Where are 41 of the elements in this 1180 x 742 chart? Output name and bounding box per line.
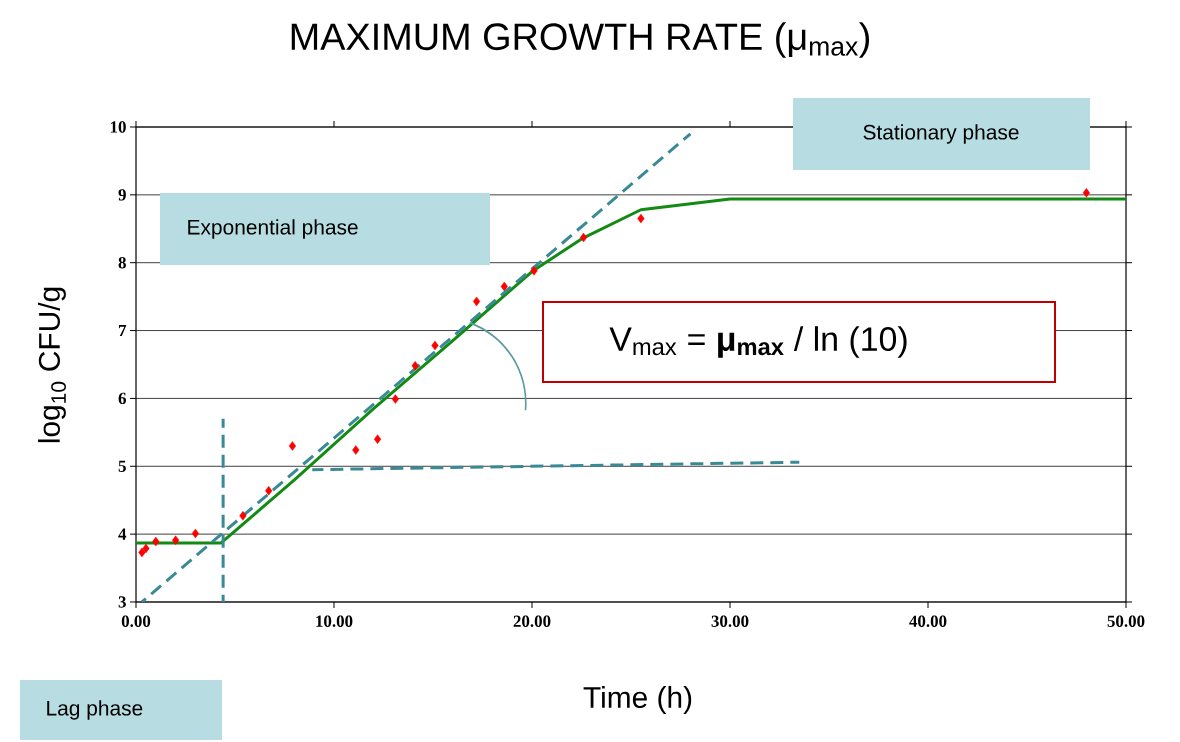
point <box>637 213 645 224</box>
annotation: Exponential phase <box>188 219 358 239</box>
y-tick-label: 4 <box>118 528 127 540</box>
x-tick-label: 10.00 <box>316 615 353 627</box>
x-tick-label: 50.00 <box>1107 615 1145 627</box>
y-tick-label: 9 <box>118 189 126 201</box>
point <box>265 486 273 496</box>
point <box>500 281 508 292</box>
point <box>391 394 399 404</box>
annotation: Stationary phase <box>863 124 1019 144</box>
y-tick-label: 5 <box>118 460 126 472</box>
line-series <box>136 197 1127 545</box>
x-tick-label: 30.00 <box>711 615 749 627</box>
point <box>172 535 180 545</box>
point <box>191 528 199 539</box>
point <box>373 434 382 444</box>
point <box>530 266 538 276</box>
x-axis-title: Time (h) <box>583 686 692 714</box>
x-tick-label: 0.00 <box>121 615 151 627</box>
y-tick-label: 7 <box>118 325 127 337</box>
point <box>431 340 439 351</box>
point <box>288 441 296 451</box>
x-tick-label: 40.00 <box>909 615 947 627</box>
point <box>411 361 419 371</box>
y-axis-title: log$_{10}$ CFU/g <box>38 287 66 443</box>
point <box>472 296 481 307</box>
point <box>352 445 360 455</box>
text: V$_{max}$ = μ$_{max}$ / ln (10) <box>609 326 907 358</box>
point <box>152 536 160 547</box>
chart-title: MAXIMUM GROWTH RATE (μ$_{max}$) <box>291 22 870 58</box>
point <box>142 543 150 554</box>
point <box>239 511 247 521</box>
text: Lag phase <box>47 700 143 720</box>
y-tick-label: 6 <box>118 392 126 405</box>
point <box>138 547 146 558</box>
y-tick-label: 10 <box>110 121 126 133</box>
y-tick-label: 3 <box>118 596 126 608</box>
point <box>579 232 588 243</box>
point <box>1082 188 1090 198</box>
x-tick-label: 20.00 <box>513 615 551 627</box>
y-tick-label: 8 <box>118 256 126 269</box>
